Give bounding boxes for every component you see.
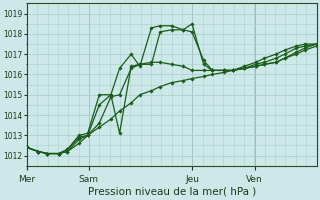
- X-axis label: Pression niveau de la mer( hPa ): Pression niveau de la mer( hPa ): [88, 187, 256, 197]
